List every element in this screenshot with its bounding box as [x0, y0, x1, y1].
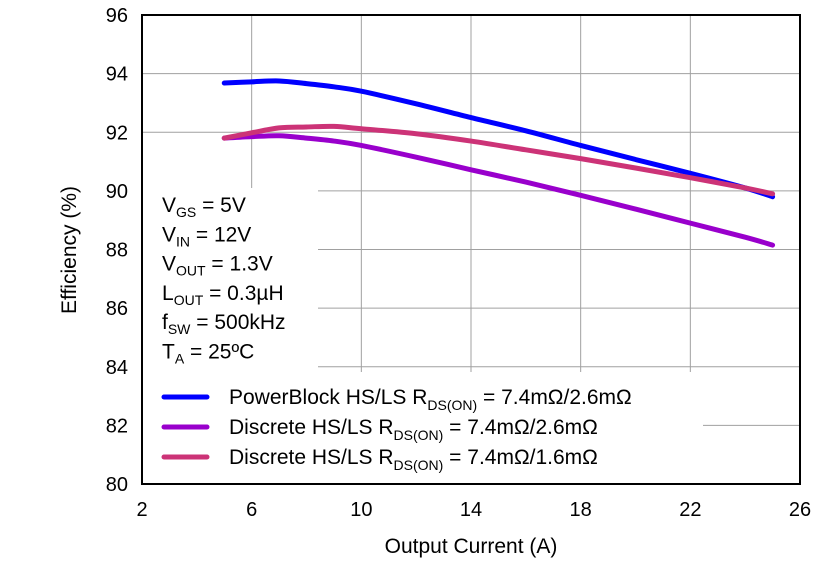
x-tick-label: 22 — [679, 499, 701, 521]
y-axis-label: Efficiency (%) — [58, 186, 81, 314]
legend-label: Discrete HS/LS RDS(ON) = 7.4mΩ/2.6mΩ — [229, 416, 598, 443]
y-tick-label: 92 — [106, 122, 128, 144]
legend-box — [143, 372, 703, 483]
legend: PowerBlock HS/LS RDS(ON) = 7.4mΩ/2.6mΩ Di… — [161, 386, 632, 473]
y-tick-label: 86 — [106, 298, 128, 320]
x-tick-label: 6 — [246, 499, 257, 521]
legend-label: Discrete HS/LS RDS(ON) = 7.4mΩ/1.6mΩ — [229, 446, 598, 473]
y-tick-label: 84 — [106, 357, 128, 379]
x-tick-label: 14 — [460, 499, 482, 521]
condition-text: VIN = 12V — [162, 223, 251, 249]
condition-text: fSW = 500kHz — [162, 311, 286, 337]
plot-frame — [141, 14, 801, 485]
x-axis-label: Output Current (A) — [385, 535, 558, 558]
condition-text: TA = 25ºC — [162, 341, 254, 367]
y-tick-label: 96 — [106, 5, 128, 27]
series-line-3 — [221, 123, 776, 197]
y-tick-label: 80 — [106, 474, 128, 496]
series-group — [221, 78, 776, 248]
x-tick-label: 2 — [136, 499, 147, 521]
x-tick-label: 26 — [789, 499, 811, 521]
condition-text: VOUT = 1.3V — [162, 253, 273, 279]
legend-label: PowerBlock HS/LS RDS(ON) = 7.4mΩ/2.6mΩ — [229, 386, 632, 413]
y-tick-label: 88 — [106, 240, 128, 262]
y-tick-label: 82 — [106, 415, 128, 437]
conditions-text: VGS = 5V VIN = 12V VOUT = 1.3V LOUT = 0.3µH… — [162, 194, 286, 367]
x-tick-label: 10 — [350, 499, 372, 521]
series-line-2 — [221, 133, 776, 248]
x-tick-labels: 2 6 10 14 18 22 26 — [136, 499, 811, 521]
y-tick-label: 90 — [106, 181, 128, 203]
y-tick-label: 94 — [106, 64, 128, 86]
x-tick-label: 18 — [570, 499, 592, 521]
condition-text: VGS = 5V — [162, 194, 246, 220]
series-line-1 — [221, 78, 776, 200]
y-tick-labels: 80 82 84 86 88 90 92 94 96 — [106, 5, 128, 496]
condition-text: LOUT = 0.3µH — [162, 282, 284, 308]
